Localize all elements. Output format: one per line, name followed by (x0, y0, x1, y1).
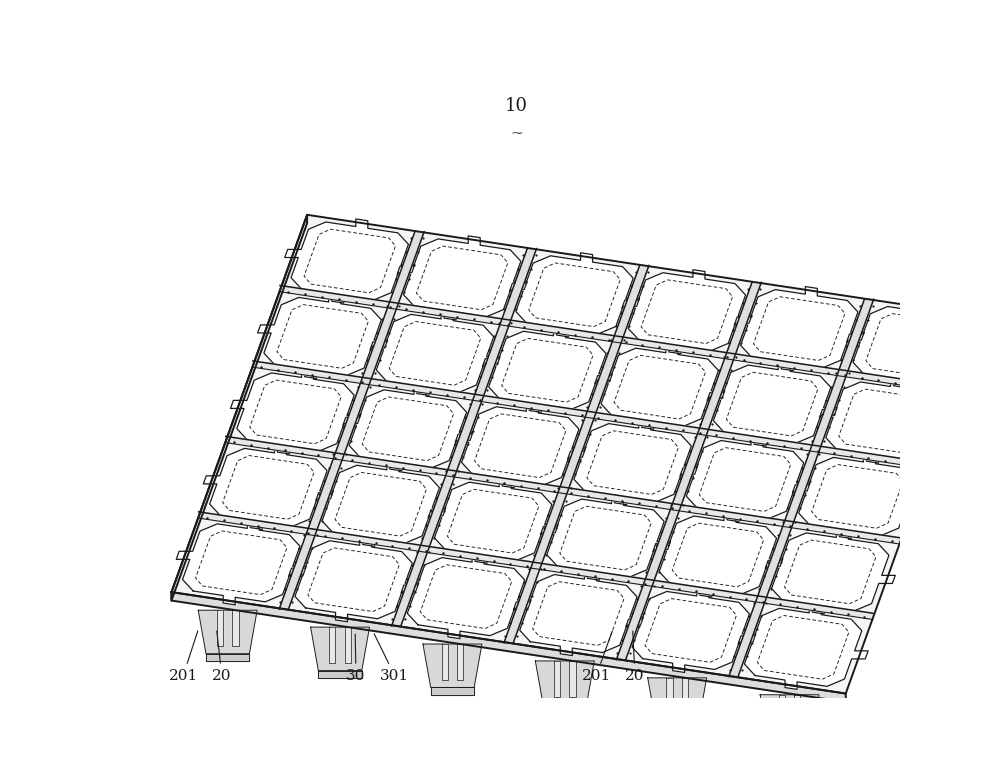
Polygon shape (738, 605, 868, 689)
Polygon shape (199, 512, 873, 619)
Polygon shape (653, 513, 783, 597)
Polygon shape (707, 362, 837, 446)
Polygon shape (616, 282, 761, 659)
Polygon shape (680, 437, 810, 521)
Polygon shape (370, 311, 500, 395)
Polygon shape (343, 387, 473, 471)
Polygon shape (316, 463, 446, 546)
Polygon shape (397, 236, 527, 320)
Polygon shape (682, 678, 688, 713)
Polygon shape (311, 627, 370, 670)
Polygon shape (318, 670, 362, 678)
Text: 301: 301 (374, 633, 409, 683)
Polygon shape (543, 704, 587, 712)
Polygon shape (847, 303, 977, 387)
Polygon shape (203, 445, 333, 529)
Polygon shape (253, 361, 927, 469)
Text: 30: 30 (346, 634, 366, 683)
Polygon shape (504, 266, 649, 643)
Polygon shape (226, 437, 900, 544)
Polygon shape (329, 627, 335, 662)
Text: 20: 20 (212, 631, 232, 683)
Text: 201: 201 (168, 631, 198, 683)
Polygon shape (442, 644, 448, 680)
Polygon shape (172, 215, 981, 694)
Polygon shape (569, 661, 576, 696)
Polygon shape (232, 610, 239, 646)
Polygon shape (172, 215, 307, 601)
Polygon shape (554, 661, 560, 696)
Polygon shape (431, 688, 474, 695)
Polygon shape (401, 554, 531, 639)
Polygon shape (482, 328, 612, 412)
Polygon shape (760, 695, 819, 739)
Polygon shape (655, 721, 699, 728)
Polygon shape (280, 285, 954, 393)
Polygon shape (568, 420, 698, 505)
Polygon shape (765, 530, 895, 614)
Polygon shape (648, 678, 707, 721)
Polygon shape (792, 455, 922, 539)
Polygon shape (513, 572, 643, 655)
Polygon shape (423, 644, 482, 688)
Text: 20: 20 (625, 631, 645, 683)
Polygon shape (509, 252, 640, 337)
Polygon shape (206, 654, 249, 661)
Polygon shape (279, 232, 424, 609)
Polygon shape (540, 496, 671, 580)
Polygon shape (622, 270, 752, 354)
Polygon shape (457, 644, 463, 680)
Text: 201: 201 (582, 631, 612, 683)
Text: ~: ~ (510, 127, 523, 141)
Polygon shape (285, 219, 415, 303)
Polygon shape (172, 592, 846, 702)
Polygon shape (729, 299, 874, 677)
Polygon shape (768, 739, 811, 746)
Polygon shape (230, 370, 361, 454)
Polygon shape (217, 610, 223, 646)
Polygon shape (595, 345, 725, 429)
Polygon shape (455, 404, 585, 488)
Polygon shape (176, 521, 306, 605)
Polygon shape (345, 627, 351, 662)
Polygon shape (258, 295, 388, 379)
Polygon shape (819, 379, 950, 463)
Polygon shape (428, 479, 558, 563)
Polygon shape (535, 661, 594, 704)
Polygon shape (626, 589, 756, 673)
Text: 10: 10 (505, 97, 528, 115)
Polygon shape (198, 610, 257, 654)
Polygon shape (779, 695, 785, 731)
Polygon shape (392, 249, 537, 626)
Polygon shape (666, 678, 673, 713)
Polygon shape (794, 695, 800, 731)
Polygon shape (734, 287, 864, 371)
Polygon shape (289, 538, 419, 622)
